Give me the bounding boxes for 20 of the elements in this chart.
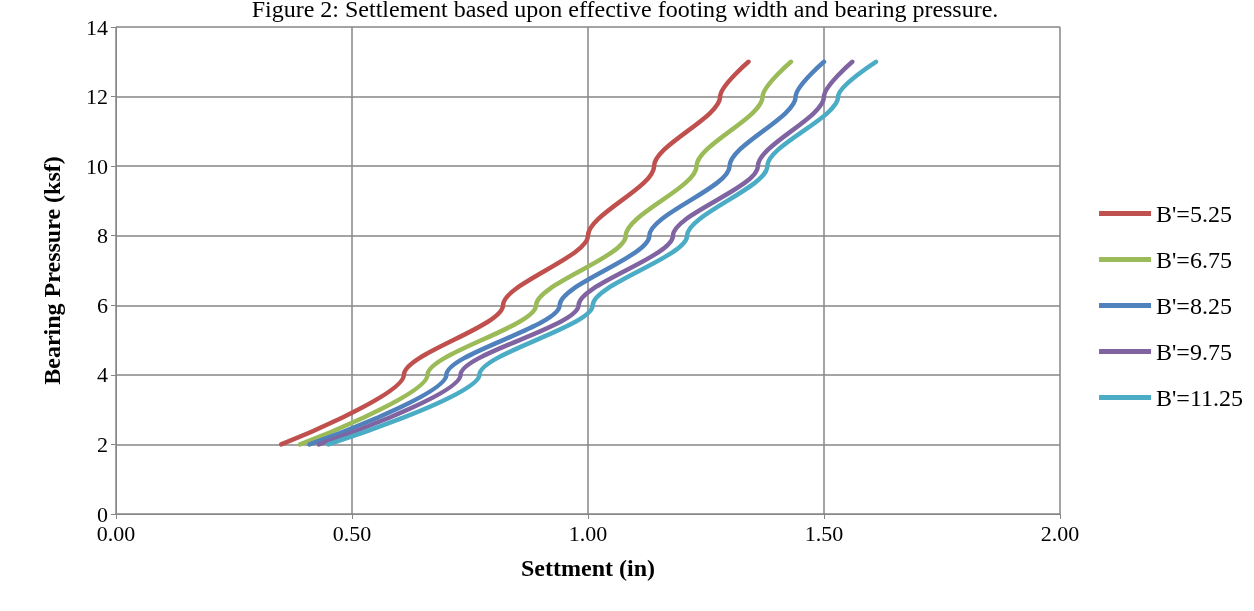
- y-tick-label: 14: [86, 14, 108, 40]
- x-tick-label: 2.00: [1040, 520, 1080, 546]
- y-tick-label: 2: [97, 431, 108, 457]
- y-tick-label: 6: [97, 292, 108, 318]
- legend-label: B'=9.75: [1156, 338, 1232, 365]
- y-tick-label: 4: [97, 362, 108, 388]
- chart-title: Figure 2: Settlement based upon effective footing width and bearing pressure.: [251, 0, 999, 22]
- legend-label: B'=8.25: [1156, 292, 1232, 319]
- x-tick-label: 0.50: [332, 520, 372, 546]
- x-axis-title: Settment (in): [521, 555, 655, 581]
- y-tick-label: 8: [97, 223, 108, 249]
- legend-label: B'=5.25: [1156, 200, 1232, 227]
- y-tick-label: 0: [97, 501, 108, 527]
- y-tick-label: 12: [86, 84, 108, 110]
- x-tick-label: 1.00: [568, 520, 608, 546]
- legend-label: B'=11.25: [1156, 384, 1244, 411]
- legend-label: B'=6.75: [1156, 246, 1232, 273]
- x-tick-label: 1.50: [804, 520, 844, 546]
- y-axis-title: Bearing Pressure (ksf): [39, 156, 65, 385]
- y-tick-label: 10: [86, 153, 108, 179]
